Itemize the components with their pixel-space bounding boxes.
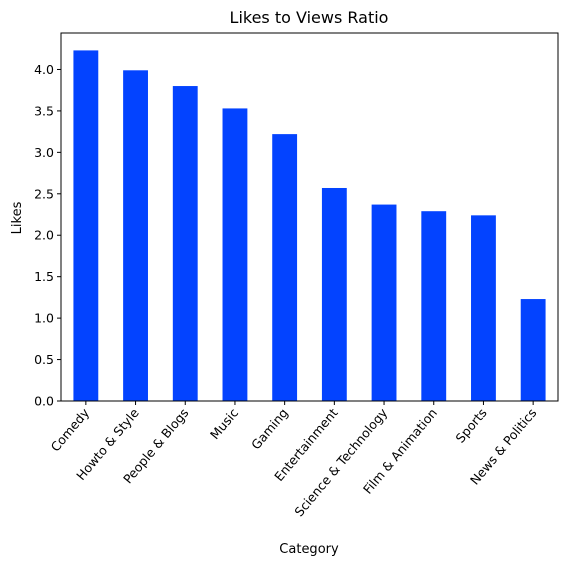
y-tick-label: 4.0 — [34, 62, 54, 77]
bar — [421, 211, 447, 401]
bar — [520, 299, 546, 401]
y-tick-label: 0.0 — [34, 394, 54, 409]
x-axis-label: Category — [279, 542, 339, 557]
x-tick-label: Comedy — [48, 405, 93, 455]
chart-title: Likes to Views Ratio — [230, 8, 389, 27]
x-tick-label: Sports — [452, 405, 489, 445]
bar — [73, 50, 99, 402]
bars-layer — [73, 50, 546, 402]
y-axis: 0.0 0.5 1.0 1.5 2.0 2.5 3.0 3.5 4.0 — [34, 62, 61, 409]
bar — [471, 215, 496, 401]
bar — [321, 187, 347, 401]
bar — [123, 70, 148, 401]
y-tick-label: 3.0 — [34, 145, 54, 160]
bar — [371, 204, 397, 401]
x-tick-label: Gaming — [248, 405, 291, 452]
bar — [172, 86, 198, 401]
plot-frame — [60, 32, 559, 402]
y-tick-label: 2.5 — [34, 186, 54, 201]
x-tick-label: Music — [207, 405, 241, 442]
y-tick-label: 1.5 — [34, 269, 54, 284]
y-tick-label: 0.5 — [34, 352, 54, 367]
bar — [272, 134, 298, 401]
y-tick-label: 3.5 — [34, 103, 54, 118]
y-axis-label: Likes — [10, 201, 25, 234]
y-tick-label: 2.0 — [34, 228, 54, 243]
bar — [222, 108, 248, 401]
y-tick-label: 1.0 — [34, 311, 54, 326]
x-tick-label: Science & Technology — [291, 405, 390, 519]
